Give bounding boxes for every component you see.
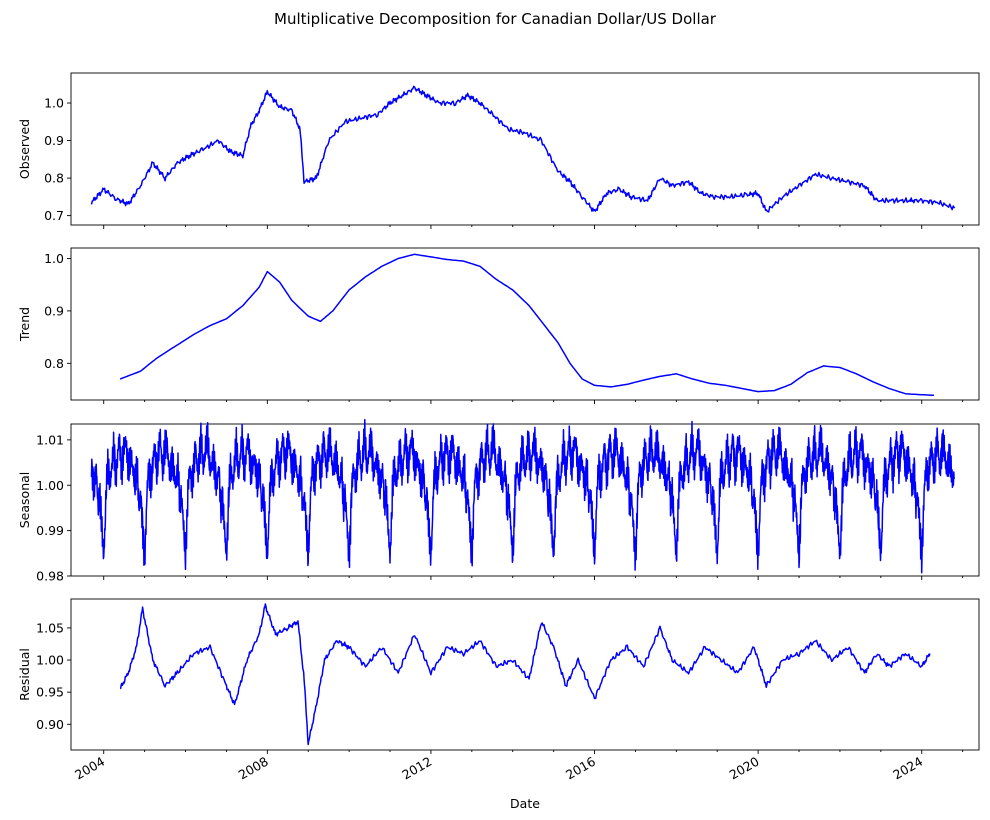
- y-tick-label: 0.9: [44, 303, 64, 318]
- axes-frame: [70, 423, 980, 577]
- y-tick-label: 0.95: [36, 685, 64, 700]
- x-tick-label: 2012: [399, 754, 434, 783]
- series-line-residual: [119, 603, 931, 746]
- y-tick-label: 1.00: [36, 653, 64, 668]
- y-tick-label: 1.01: [36, 432, 64, 447]
- y-tick-label: 1.05: [36, 620, 64, 635]
- y-axis-label: Residual: [17, 648, 32, 701]
- y-tick-label: 1.0: [44, 251, 64, 266]
- axes-frame: [70, 247, 980, 401]
- x-tick-label: 2020: [727, 754, 762, 783]
- x-axis-label: Date: [510, 796, 540, 811]
- subplot-trend: 0.8 0.9 1.0 Trend: [17, 247, 980, 404]
- series-line-seasonal: [90, 418, 956, 574]
- y-tick-label: 0.8: [44, 171, 64, 186]
- subplot-observed: 0.7 0.8 0.9 1.0 Observed: [17, 72, 980, 229]
- subplot-seasonal: 0.98 0.99 1.00 1.01 Seasonal: [17, 418, 980, 584]
- x-tick-label: 2016: [563, 754, 598, 783]
- y-axis-label: Trend: [17, 307, 32, 342]
- x-tick-labels: 2004 2008 2012 2016 2020 2024: [72, 754, 925, 783]
- series-line-observed: [90, 85, 956, 213]
- y-tick-label: 0.99: [36, 523, 64, 538]
- y-tick-label: 0.7: [44, 208, 64, 223]
- x-tick-label: 2004: [72, 754, 107, 783]
- axes-frame: [70, 598, 980, 751]
- y-tick-label: 0.9: [44, 133, 64, 148]
- y-axis-label: Seasonal: [17, 472, 32, 529]
- axes-frame: [70, 72, 980, 226]
- y-tick-label: 0.8: [44, 356, 64, 371]
- y-tick-label: 1.0: [44, 96, 64, 111]
- subplot-residual: 0.90 0.95 1.00 1.05 Residual: [17, 598, 980, 754]
- y-tick-label: 0.90: [36, 717, 64, 732]
- y-axis-label: Observed: [17, 119, 32, 179]
- y-tick-label: 0.98: [36, 569, 64, 584]
- figure-title: Multiplicative Decomposition for Canadia…: [274, 10, 717, 28]
- x-tick-label: 2024: [890, 754, 925, 783]
- x-tick-label: 2008: [236, 754, 271, 783]
- y-tick-label: 1.00: [36, 478, 64, 493]
- subplot-panels: 0.70.80.91.0Observed0.80.91.0Trend0.980.…: [17, 72, 980, 754]
- series-line-trend: [119, 253, 935, 397]
